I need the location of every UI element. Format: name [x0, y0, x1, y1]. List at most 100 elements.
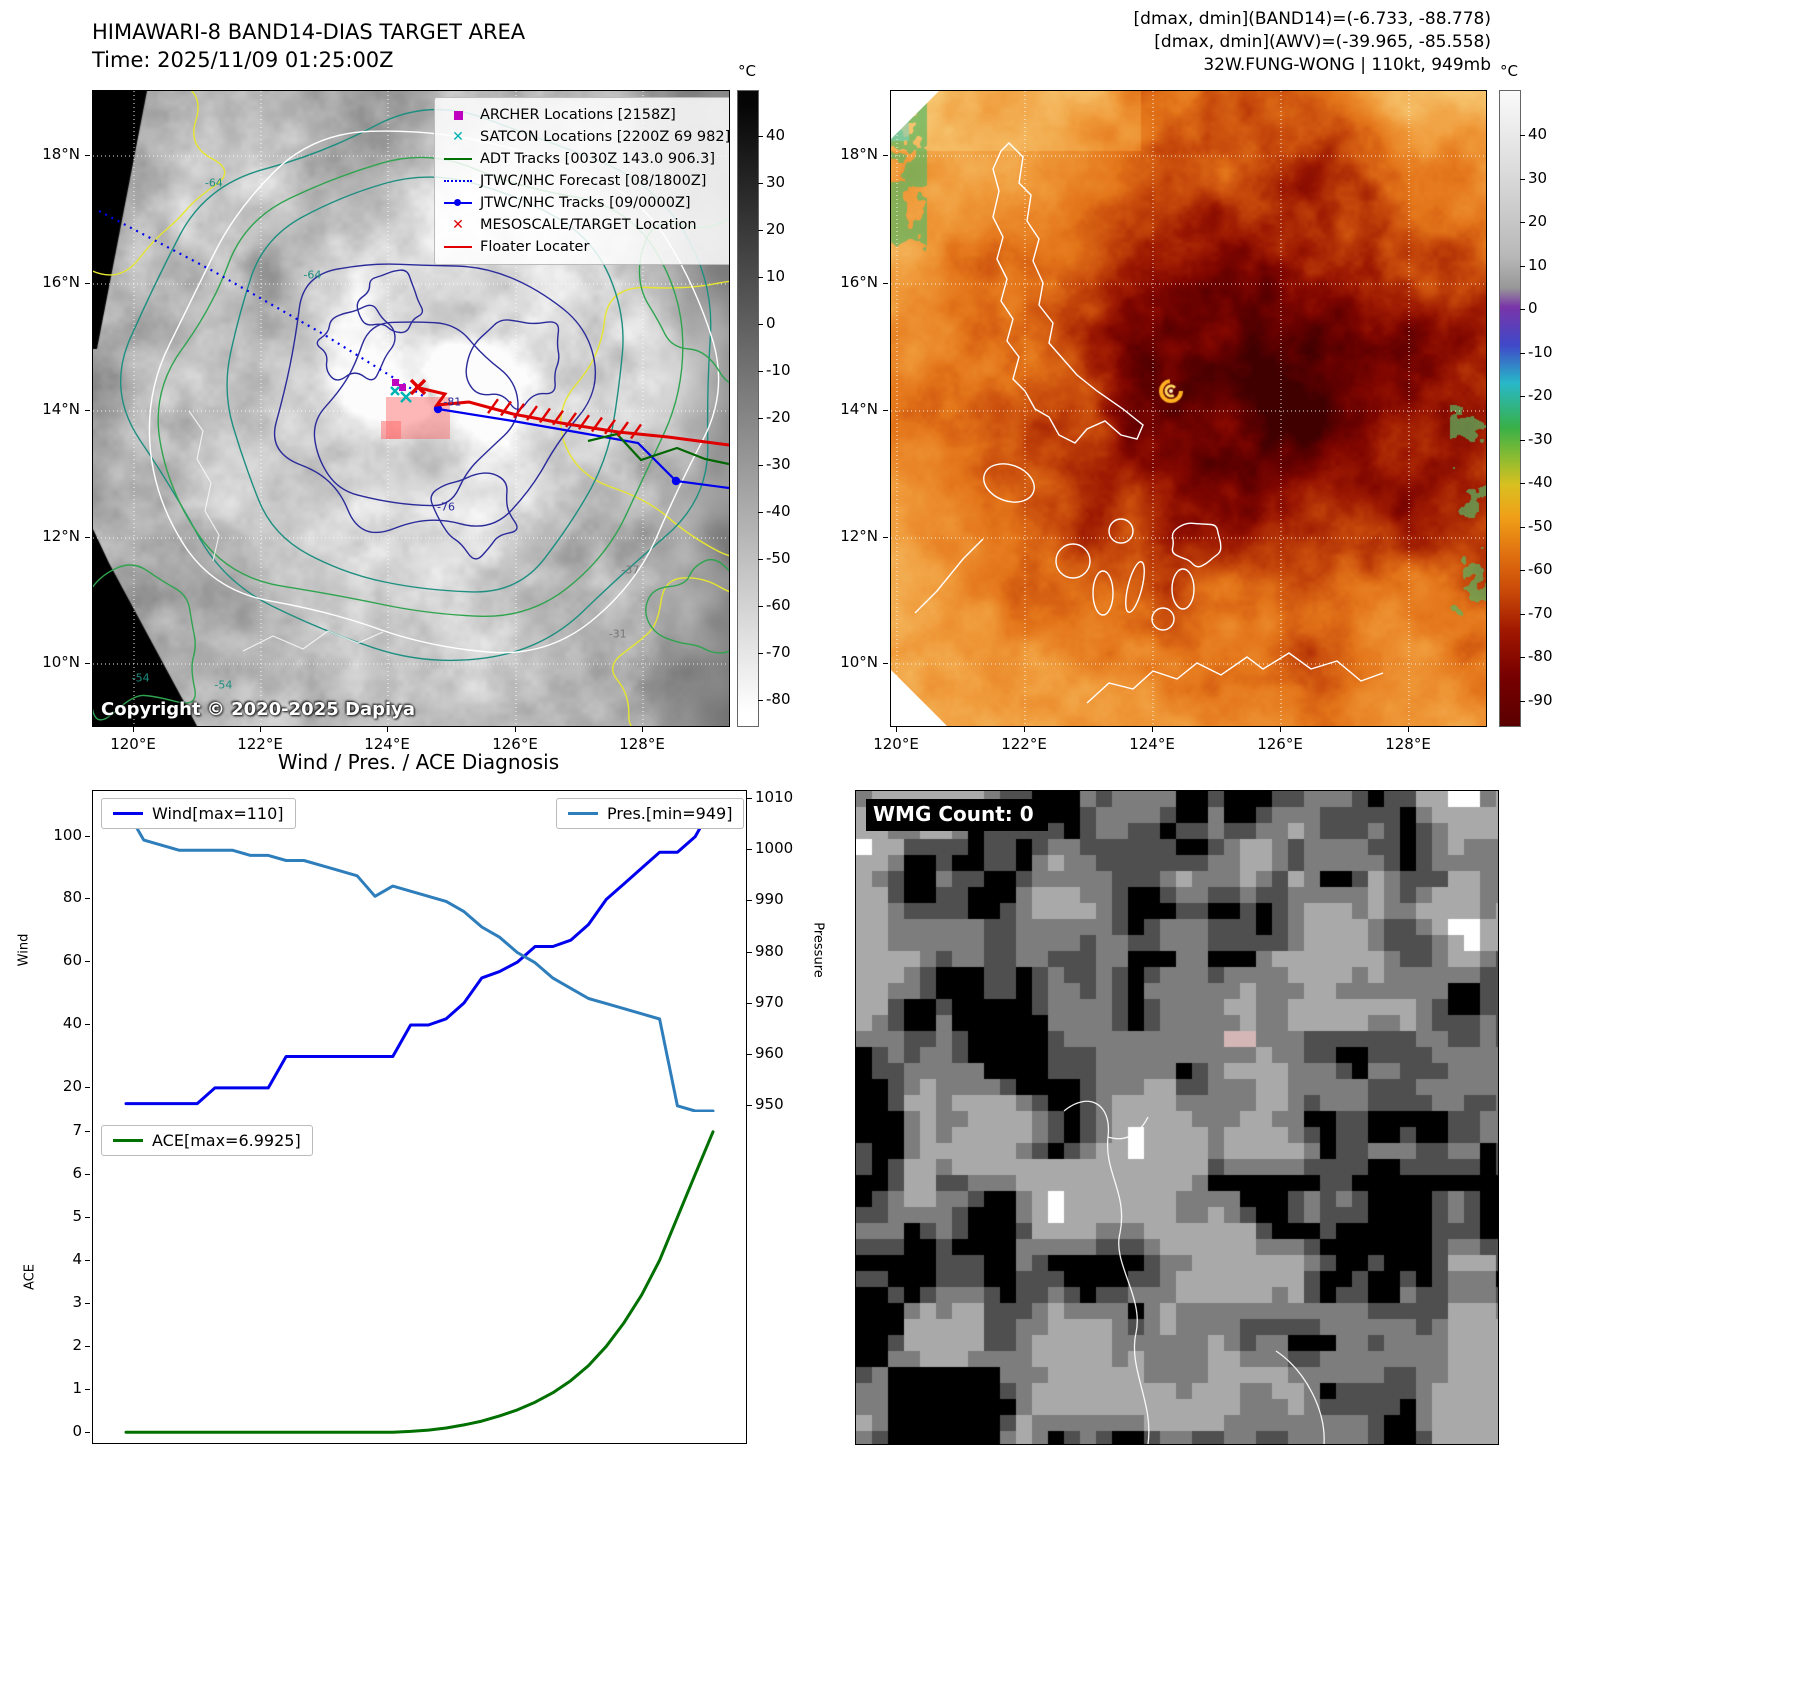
pressure-ytick-label: 980: [755, 942, 784, 960]
band14-time-label: Time: 2025/11/09 01:25:00Z: [92, 48, 394, 72]
pres-legend-line: [568, 812, 598, 815]
ace-ytick-label: 1: [72, 1379, 82, 1397]
x-glyph: ✕: [452, 129, 464, 145]
wmg-count-badge: WMG Count: 0: [866, 799, 1048, 831]
ace-ytick-mark: [85, 1217, 90, 1218]
contour-value-label: -54: [131, 671, 150, 685]
ace-ytick-label: 2: [72, 1336, 82, 1354]
band14-cbar-tick-label: 20: [766, 220, 786, 239]
ace-ytick-mark: [85, 1303, 90, 1304]
pressure-ytick-label: 1000: [755, 839, 794, 857]
ace-legend-label: ACE[max=6.9925]: [152, 1131, 301, 1150]
awv-cbar-tick-mark: [1520, 483, 1525, 485]
adt-track-line: [587, 432, 729, 466]
band14-legend: ARCHER Locations [2158Z] ✕ SATCON Location…: [434, 97, 729, 265]
band14-cbar-tick-label: 0: [766, 314, 776, 333]
legend-item: Floater Locater: [443, 237, 725, 257]
band14-ytick-mark: [85, 283, 90, 284]
contour-value-label: -37: [621, 563, 640, 577]
awv-cbar-tick-mark: [1520, 309, 1525, 311]
band14-ytick-label: 10°N: [42, 653, 80, 671]
awv-cbar-tick-label: -20: [1528, 386, 1553, 405]
band14-xtick-label: 122°E: [237, 735, 283, 753]
awv-cbar-tick-label: -40: [1528, 473, 1553, 492]
pressure-ytick-label: 950: [755, 1095, 784, 1113]
legend-item: JTWC/NHC Tracks [09/0000Z]: [443, 193, 725, 213]
legend-item-label: Floater Locater: [480, 239, 590, 255]
contour-value-label: -64: [204, 176, 223, 190]
awv-xtick-mark: [1024, 727, 1025, 732]
floater-locater-line: [414, 385, 729, 447]
contour-value-label: -81: [443, 395, 462, 409]
awv-cbar-tick-mark: [1520, 352, 1525, 354]
band14-ytick-label: 14°N: [42, 400, 80, 418]
band14-cbar-tick-mark: [758, 230, 763, 232]
band14-ytick-mark: [85, 537, 90, 538]
awv-cbar-tick-label: 30: [1528, 168, 1548, 187]
awv-ytick-label: 16°N: [840, 273, 878, 291]
awv-colorbar-unit: °C: [1500, 62, 1518, 80]
x-marker-icon: ✕: [443, 130, 473, 144]
pressure-ytick-label: 990: [755, 890, 784, 908]
pres-legend-label: Pres.[min=949]: [607, 804, 733, 823]
awv-cbar-tick-mark: [1520, 439, 1525, 441]
awv-ytick-label: 10°N: [840, 653, 878, 671]
awv-cbar-tick-label: -10: [1528, 342, 1553, 361]
philippines-coastline: [914, 142, 1384, 704]
band14-title: HIMAWARI-8 BAND14-DIAS TARGET AREA: [92, 20, 526, 44]
band14-xtick-mark: [642, 727, 643, 732]
band14-cbar-tick-mark: [758, 464, 763, 466]
band14-cbar-tick-label: -70: [766, 642, 791, 661]
awv-cbar-tick-mark: [1520, 613, 1525, 615]
ace-ytick-label: 7: [72, 1121, 82, 1139]
ace-ytick-label: 0: [72, 1422, 82, 1440]
awv-cbar-tick-mark: [1520, 178, 1525, 180]
awv-xtick-mark: [1280, 727, 1281, 732]
band14-cbar-tick-label: -40: [766, 501, 791, 520]
ace-ytick-label: 4: [72, 1250, 82, 1268]
line-dot-glyph: [444, 199, 472, 207]
awv-map: [890, 90, 1487, 727]
awv-cbar-tick-mark: [1520, 526, 1525, 528]
line-glyph: [444, 158, 472, 160]
wind-ytick-mark: [85, 1087, 90, 1088]
ace-chart: [92, 1112, 747, 1444]
pressure-axis-label: Pressure: [810, 922, 826, 978]
wind-legend-label: Wind[max=110]: [152, 804, 284, 823]
wmg-map: WMG Count: 0: [855, 790, 1499, 1445]
dot-part: [454, 199, 461, 206]
band14-ytick-mark: [85, 663, 90, 664]
wind-ytick-label: 60: [62, 951, 82, 969]
band14-cbar-tick-mark: [758, 371, 763, 373]
band14-ytick-label: 12°N: [42, 527, 80, 545]
wind-ytick-label: 100: [53, 826, 82, 844]
band14-colorbar-unit: °C: [738, 62, 756, 80]
ace-plot: [124, 1130, 715, 1434]
grid-lines: [891, 91, 1486, 726]
band14-cbar-tick-label: -30: [766, 454, 791, 473]
legend-item-label: ARCHER Locations [2158Z]: [480, 107, 676, 123]
band14-cbar-tick-label: 40: [766, 126, 786, 145]
awv-cbar-tick-mark: [1520, 570, 1525, 572]
awv-cbar-tick-mark: [1520, 222, 1525, 224]
pressure-ytick-mark: [747, 900, 752, 901]
ace-ytick-label: 3: [72, 1293, 82, 1311]
wind-ytick-mark: [85, 898, 90, 899]
awv-cbar-tick-mark: [1520, 265, 1525, 267]
coastline: [188, 410, 384, 652]
dotted-line-glyph: [444, 180, 472, 182]
wind-ytick-mark: [85, 836, 90, 837]
band14-cbar-tick-label: -50: [766, 548, 791, 567]
pressure-ytick-label: 970: [755, 993, 784, 1011]
awv-ytick-label: 18°N: [840, 145, 878, 163]
mesoscale-target-marker: [409, 378, 427, 396]
awv-ytick-mark: [883, 410, 888, 411]
forecast-track-line: [98, 210, 424, 397]
wmg-pixel-map: [856, 791, 1498, 1444]
band14-xtick-mark: [260, 727, 261, 732]
legend-item-label: JTWC/NHC Forecast [08/1800Z]: [480, 173, 707, 189]
pressure-ytick-mark: [747, 1054, 752, 1055]
awv-colorbar: [1499, 90, 1521, 727]
contour-value-label: -64: [303, 268, 322, 282]
band14-xtick-mark: [133, 727, 134, 732]
